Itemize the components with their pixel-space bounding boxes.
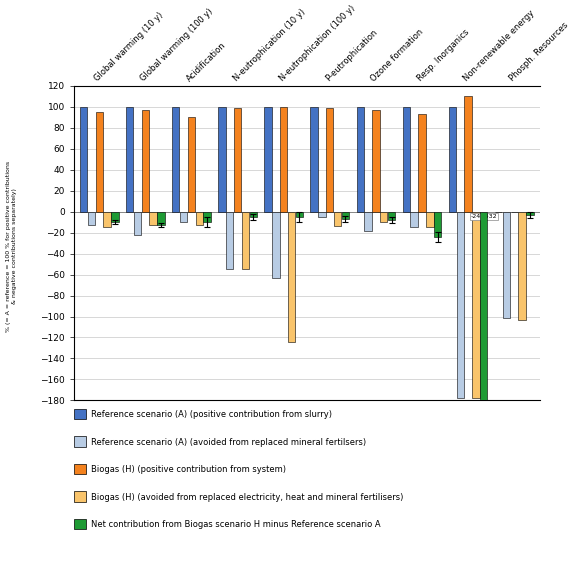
Bar bbox=[434, 212, 441, 237]
Bar bbox=[218, 107, 225, 212]
Bar bbox=[242, 212, 249, 269]
Bar bbox=[418, 114, 425, 212]
Bar bbox=[264, 107, 272, 212]
Text: Biogas (H) (avoided from replaced electricity, heat and mineral fertilisers): Biogas (H) (avoided from replaced electr… bbox=[91, 492, 403, 502]
Bar bbox=[288, 212, 295, 341]
Bar bbox=[157, 212, 165, 225]
Bar bbox=[195, 212, 203, 225]
Bar bbox=[149, 212, 157, 225]
Bar bbox=[472, 212, 479, 398]
Bar bbox=[296, 212, 303, 217]
Bar bbox=[103, 212, 111, 227]
Bar bbox=[457, 212, 464, 398]
Bar bbox=[526, 212, 533, 215]
Bar bbox=[249, 212, 257, 217]
Bar bbox=[426, 212, 433, 227]
Bar bbox=[357, 107, 364, 212]
Bar bbox=[111, 212, 119, 222]
Bar bbox=[318, 212, 325, 217]
Bar bbox=[411, 212, 418, 227]
Text: Reference scenario (A) (positive contribution from slurry): Reference scenario (A) (positive contrib… bbox=[91, 410, 332, 419]
Bar bbox=[280, 107, 287, 212]
Bar bbox=[141, 110, 149, 212]
Bar bbox=[372, 110, 379, 212]
Text: % (= A = reference = 100 % for positive contributions
& negative contributions s: % (= A = reference = 100 % for positive … bbox=[6, 160, 17, 332]
Bar bbox=[80, 107, 87, 212]
Bar bbox=[380, 212, 387, 222]
Bar bbox=[172, 107, 179, 212]
Bar bbox=[226, 212, 233, 269]
Bar bbox=[342, 212, 349, 219]
Bar bbox=[126, 107, 133, 212]
Bar bbox=[87, 212, 95, 225]
Bar bbox=[503, 212, 510, 317]
Bar bbox=[449, 107, 456, 212]
Bar bbox=[364, 212, 371, 231]
Bar bbox=[272, 212, 279, 278]
Bar bbox=[234, 108, 241, 212]
Bar bbox=[519, 212, 526, 320]
Bar bbox=[465, 96, 472, 212]
Bar bbox=[403, 107, 410, 212]
Bar bbox=[480, 212, 487, 572]
Text: Reference scenario (A) (avoided from replaced mineral fertilsers): Reference scenario (A) (avoided from rep… bbox=[91, 438, 366, 447]
Bar bbox=[134, 212, 141, 235]
Text: Biogas (H) (positive contribution from system): Biogas (H) (positive contribution from s… bbox=[91, 465, 286, 474]
Bar bbox=[203, 212, 211, 222]
Text: Net contribution from Biogas scenario H minus Reference scenario A: Net contribution from Biogas scenario H … bbox=[91, 520, 381, 529]
Bar bbox=[388, 212, 395, 220]
Bar bbox=[334, 212, 341, 227]
Bar bbox=[180, 212, 187, 222]
Bar bbox=[310, 107, 318, 212]
Bar bbox=[188, 117, 195, 212]
Bar bbox=[95, 112, 103, 212]
Bar bbox=[326, 108, 333, 212]
Text: -24|-432: -24|-432 bbox=[470, 214, 497, 219]
